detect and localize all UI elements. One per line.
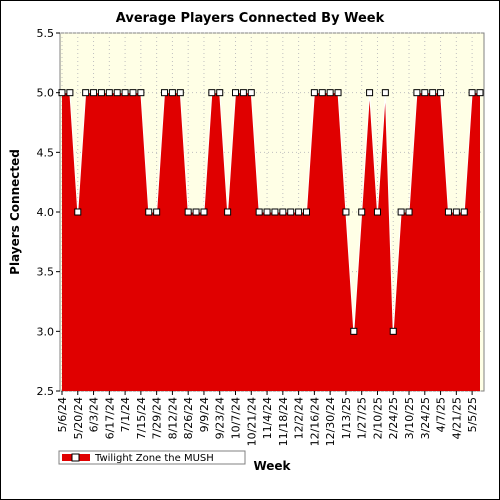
data-point-48 [437,89,445,97]
data-point-26 [263,208,271,216]
data-point-23 [239,89,247,97]
data-point-2 [74,208,82,216]
data-point-34 [326,89,334,97]
x-tick-label-22: 3/10/25 [403,397,416,439]
data-point-5 [97,89,105,97]
x-tick-label-16: 12/16/24 [308,397,321,446]
x-tick-label-8: 8/26/24 [182,397,195,439]
x-tick-label-24: 4/7/25 [435,397,448,432]
data-point-7 [113,89,121,97]
data-point-38 [358,208,366,216]
x-tick-label-19: 1/27/25 [356,397,369,439]
y-tick-label-5: 5.0 [37,87,55,100]
data-point-14 [168,89,176,97]
y-tick-label-4: 4.5 [37,146,55,159]
data-point-50 [452,208,460,216]
x-tick-label-18: 1/13/25 [340,397,353,439]
data-point-46 [421,89,429,97]
data-point-20 [216,89,224,97]
data-point-49 [444,208,452,216]
legend-marker [71,453,80,462]
x-tick-label-0: 5/6/24 [56,397,69,432]
data-point-41 [381,89,389,97]
legend-label: Twilight Zone the MUSH [94,453,214,464]
data-point-10 [137,89,145,97]
data-point-40 [373,208,381,216]
legend-box [58,450,246,465]
data-point-35 [334,89,342,97]
data-point-29 [287,208,295,216]
y-tick-label-1: 3.0 [37,325,55,338]
series-area-fill [62,92,480,392]
data-point-44 [405,208,413,216]
data-point-13 [161,89,169,97]
x-tick-label-13: 11/4/24 [261,397,274,439]
data-point-52 [468,89,476,97]
x-tick-label-2: 6/3/24 [88,397,101,432]
x-tick-label-1: 5/20/24 [72,397,85,439]
data-point-42 [389,327,397,335]
x-tick-label-10: 9/23/24 [214,397,227,439]
y-tick-label-6: 5.5 [37,27,55,40]
data-point-36 [342,208,350,216]
x-tick-label-21: 2/24/25 [387,397,400,439]
data-point-16 [184,208,192,216]
data-point-4 [90,89,98,97]
data-point-18 [200,208,208,216]
y-tick-label-0: 2.5 [37,385,55,398]
data-point-1 [66,89,74,97]
x-tick-label-26: 5/5/25 [466,397,479,432]
data-point-37 [350,327,358,335]
y-tick-label-2: 3.5 [37,266,55,279]
series-markers [58,89,484,335]
data-point-22 [232,89,240,97]
data-point-31 [302,208,310,216]
data-point-32 [310,89,318,97]
x-axis-title: Week [253,459,291,473]
x-tick-label-20: 2/10/25 [371,397,384,439]
x-tick-label-3: 6/17/24 [103,397,116,439]
x-tick-label-7: 8/12/24 [166,397,179,439]
data-point-8 [121,89,129,97]
data-point-9 [129,89,137,97]
x-tick-label-11: 10/7/24 [230,397,243,439]
x-tick-label-12: 10/21/24 [245,397,258,446]
data-point-24 [247,89,255,97]
data-point-28 [279,208,287,216]
data-point-51 [460,208,468,216]
data-point-17 [192,208,200,216]
data-point-25 [255,208,263,216]
data-point-47 [429,89,437,97]
x-tick-label-6: 7/29/24 [151,397,164,439]
data-point-6 [105,89,113,97]
x-tick-label-5: 7/15/24 [135,397,148,439]
data-point-11 [145,208,153,216]
chart-title: Average Players Connected By Week [116,11,385,26]
data-point-45 [413,89,421,97]
x-tick-label-23: 3/24/25 [419,397,432,439]
data-point-19 [208,89,216,97]
y-axis-title: Players Connected [8,149,22,275]
y-tick-label-3: 4.0 [37,206,55,219]
x-tick-label-4: 7/1/24 [119,397,132,432]
data-point-33 [318,89,326,97]
legend: Twilight Zone the MUSH [58,450,246,465]
data-point-43 [397,208,405,216]
x-tick-label-14: 11/18/24 [277,397,290,446]
data-point-15 [176,89,184,97]
x-tick-label-9: 9/9/24 [198,397,211,432]
data-point-27 [271,208,279,216]
y-axis-ticks: 2.5 3.0 3.5 4.0 4.5 5.0 5.5 [37,27,60,398]
data-point-12 [153,208,161,216]
data-point-30 [295,208,303,216]
data-point-53 [476,89,484,97]
x-axis-ticks: 5/6/24 5/20/24 6/3/24 6/17/24 7/1/24 7/15/24 7… [56,391,479,446]
data-point-3 [82,89,90,97]
x-tick-label-15: 12/2/24 [293,397,306,439]
x-tick-label-25: 4/21/25 [450,397,463,439]
data-point-39 [366,89,374,97]
data-point-21 [224,208,232,216]
x-tick-label-17: 12/30/24 [324,397,337,446]
